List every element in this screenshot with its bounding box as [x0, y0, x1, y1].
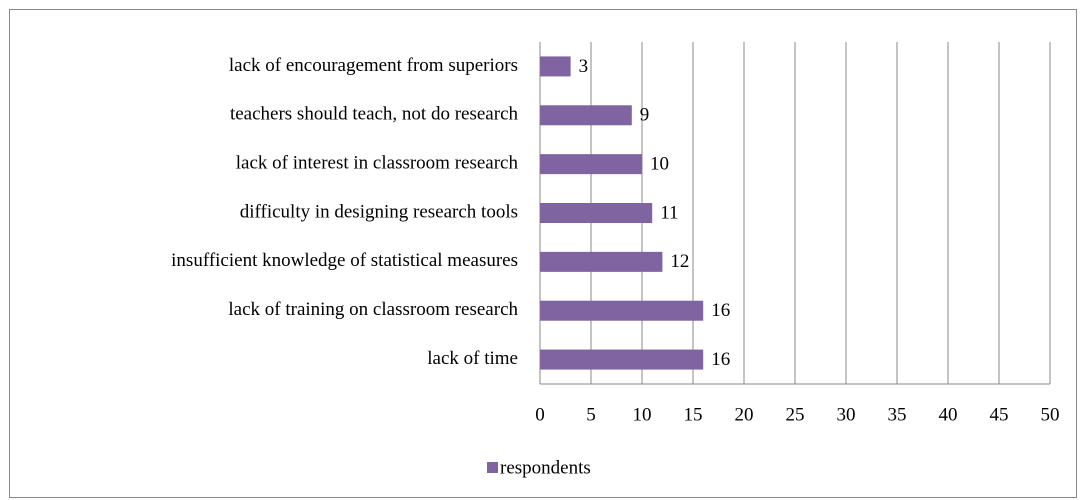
bar: [540, 300, 704, 321]
y-tick-label: lack of interest in classroom research: [236, 153, 519, 174]
x-tick-label: 30: [837, 404, 856, 425]
x-tick-label: 50: [1041, 404, 1060, 425]
x-tick-label: 45: [990, 404, 1009, 425]
x-tick-label: 40: [939, 404, 958, 425]
legend-swatch: [487, 462, 498, 473]
y-tick-label: lack of training on classroom research: [228, 299, 518, 320]
data-label: 16: [711, 300, 730, 321]
data-label: 10: [650, 154, 669, 175]
bar: [540, 56, 571, 77]
y-tick-label: insufficient knowledge of statistical me…: [171, 250, 518, 271]
data-label: 3: [579, 56, 589, 77]
x-tick-label: 20: [735, 404, 754, 425]
y-tick-label: lack of encouragement from superiors: [229, 55, 518, 76]
bar: [540, 251, 663, 272]
data-label: 11: [660, 202, 678, 223]
data-label: 9: [640, 105, 650, 126]
x-tick-label: 25: [786, 404, 805, 425]
x-tick-label: 10: [633, 404, 652, 425]
bar: [540, 154, 642, 175]
y-tick-label: lack of time: [427, 348, 518, 369]
x-tick-label: 0: [535, 404, 545, 425]
x-tick-label: 15: [684, 404, 703, 425]
x-tick-label: 5: [586, 404, 596, 425]
y-tick-label: teachers should teach, not do research: [230, 104, 519, 125]
legend-label: respondents: [500, 457, 591, 478]
data-label: 12: [670, 251, 689, 272]
bar: [540, 105, 632, 126]
bar: [540, 203, 653, 223]
x-tick-label: 35: [888, 404, 907, 425]
bar: [540, 349, 704, 370]
y-tick-label: difficulty in designing research tools: [240, 201, 518, 222]
data-label: 16: [711, 349, 730, 370]
